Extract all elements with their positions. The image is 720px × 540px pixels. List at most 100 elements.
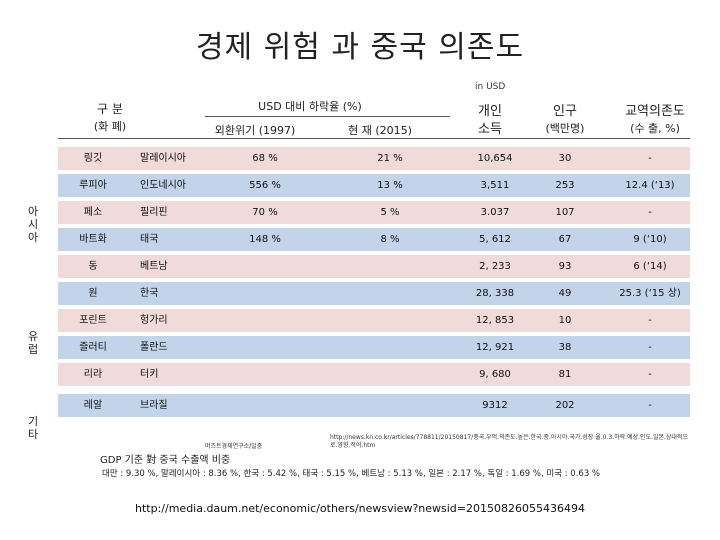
crisis-1997-cell: [225, 363, 305, 386]
trade-dependency-cell: -: [648, 400, 652, 411]
income-cell: 9312: [482, 400, 508, 411]
currency-cell: 페소: [83, 207, 103, 218]
header-population: 인구: [553, 104, 577, 119]
population-cell: 10: [558, 315, 572, 326]
gdp-export-label: GDP 기준 對 중국 수출액 비중: [100, 455, 231, 466]
current-2015-cell: [350, 282, 430, 305]
population-cell: 202: [555, 400, 575, 411]
trade-dependency-cell: -: [648, 207, 652, 218]
current-2015-cell: [350, 336, 430, 359]
table-row: 바트화 태국 148 % 8 % 5, 612 67 9 (‘10): [58, 228, 690, 251]
country-cell: 터키: [140, 369, 159, 380]
crisis-1997-cell: [225, 309, 305, 332]
trade-dependency-cell: -: [648, 342, 652, 353]
trade-dependency-cell: 12.4 (‘13): [625, 180, 675, 191]
table-row: 페소 필리핀 70 % 5 % 3.037 107 -: [58, 201, 690, 224]
crisis-1997-cell: [225, 394, 305, 417]
income-cell: 3,511: [480, 180, 510, 191]
currency-cell: 레알: [83, 400, 103, 411]
trade-dependency-cell: -: [648, 369, 652, 380]
currency-cell: 원: [88, 288, 98, 299]
trade-dependency-cell: 6 (‘14): [633, 261, 667, 272]
article-link-text: http://news.kn.co.kr/articles/778811/201…: [330, 434, 688, 449]
population-cell: 253: [555, 180, 575, 191]
header-bottom-line: [58, 138, 690, 139]
income-cell: 5, 612: [479, 234, 511, 245]
currency-cell: 루피아: [79, 180, 107, 191]
currency-cell: 리라: [83, 369, 103, 380]
current-2015-cell: 21 %: [377, 153, 403, 164]
country-cell: 베트남: [140, 261, 168, 272]
currency-cell: 바트화: [79, 234, 107, 245]
income-cell: 2, 233: [479, 261, 511, 272]
population-cell: 67: [558, 234, 572, 245]
population-cell: 93: [558, 261, 572, 272]
header-current-2015: 현 재 (2015): [348, 124, 412, 137]
country-cell: 태국: [140, 234, 159, 245]
trade-dependency-cell: 25.3 (‘15 상): [619, 288, 681, 299]
population-cell: 107: [555, 207, 575, 218]
crisis-1997-cell: 68 %: [252, 153, 278, 164]
country-cell: 브라질: [140, 400, 168, 411]
export-ratio-list: 대만 : 9.30 %, 말레이시아 : 8.36 %, 한국 : 5.42 %…: [102, 469, 601, 479]
country-cell: 한국: [140, 288, 159, 299]
table-row: 리라 터키 9, 680 81 -: [58, 363, 690, 386]
source-url: http://media.daum.net/economic/others/ne…: [135, 502, 585, 515]
header-crisis-1997: 외환위기 (1997): [214, 124, 296, 137]
table-row: 즐러티 폴란드 12, 921 38 -: [58, 336, 690, 359]
income-cell: 3.037: [480, 207, 510, 218]
trade-dependency-cell: 9 (‘10): [633, 234, 667, 245]
currency-cell: 동: [88, 261, 98, 272]
current-2015-cell: 8 %: [380, 234, 400, 245]
current-2015-cell: [350, 309, 430, 332]
header-trade-unit: (수 출, %): [630, 122, 680, 135]
country-cell: 폴란드: [140, 342, 168, 353]
header-depreciation: USD 대비 하락율 (%): [258, 100, 362, 113]
current-2015-cell: 5 %: [380, 207, 400, 218]
table-row: 포린트 헝가리 12, 853 10 -: [58, 309, 690, 332]
header-currency: (화 폐): [93, 120, 127, 133]
trade-dependency-cell: -: [648, 153, 652, 164]
country-cell: 말레이시아: [140, 153, 186, 164]
country-cell: 인도네시아: [140, 180, 186, 191]
crisis-1997-cell: [225, 282, 305, 305]
header-trade: 교역의존도: [625, 104, 685, 119]
population-cell: 81: [558, 369, 572, 380]
crisis-1997-cell: 70 %: [252, 207, 278, 218]
page-title: 경제 위험 과 중국 의존도: [195, 30, 525, 65]
table-row: 원 한국 28, 338 49 25.3 (‘15 상): [58, 282, 690, 305]
header-income-2: 소득: [478, 122, 502, 137]
unit-label: in USD: [475, 82, 506, 92]
current-2015-cell: [350, 363, 430, 386]
table-row: 레알 브라질 9312 202 -: [58, 394, 690, 417]
income-cell: 12, 921: [475, 342, 515, 353]
table-row: 동 베트남 2, 233 93 6 (‘14): [58, 255, 690, 278]
population-cell: 38: [558, 342, 572, 353]
income-cell: 10,654: [477, 153, 513, 164]
crisis-1997-cell: [225, 336, 305, 359]
header-category: 구 분: [97, 102, 123, 116]
income-cell: 9, 680: [479, 369, 511, 380]
population-cell: 49: [558, 288, 572, 299]
source-note: 머즈트경제연구소/일중: [205, 443, 263, 450]
table-row: 링깃 말레이시아 68 % 21 % 10,654 30 -: [58, 147, 690, 170]
currency-cell: 즐러티: [79, 342, 107, 353]
currency-cell: 포린트: [79, 315, 107, 326]
current-2015-cell: [350, 394, 430, 417]
header-population-unit: (백만명): [545, 122, 585, 135]
current-2015-cell: 13 %: [377, 180, 403, 191]
current-2015-cell: [350, 255, 430, 278]
population-cell: 30: [558, 153, 572, 164]
header-divider: [205, 116, 450, 117]
trade-dependency-cell: -: [648, 315, 652, 326]
crisis-1997-cell: 556 %: [249, 180, 281, 191]
crisis-1997-cell: [225, 255, 305, 278]
table-row: 루피아 인도네시아 556 % 13 % 3,511 253 12.4 (‘13…: [58, 174, 690, 197]
currency-cell: 링깃: [83, 153, 103, 164]
country-cell: 헝가리: [140, 315, 168, 326]
country-cell: 필리핀: [140, 207, 168, 218]
income-cell: 28, 338: [475, 288, 515, 299]
